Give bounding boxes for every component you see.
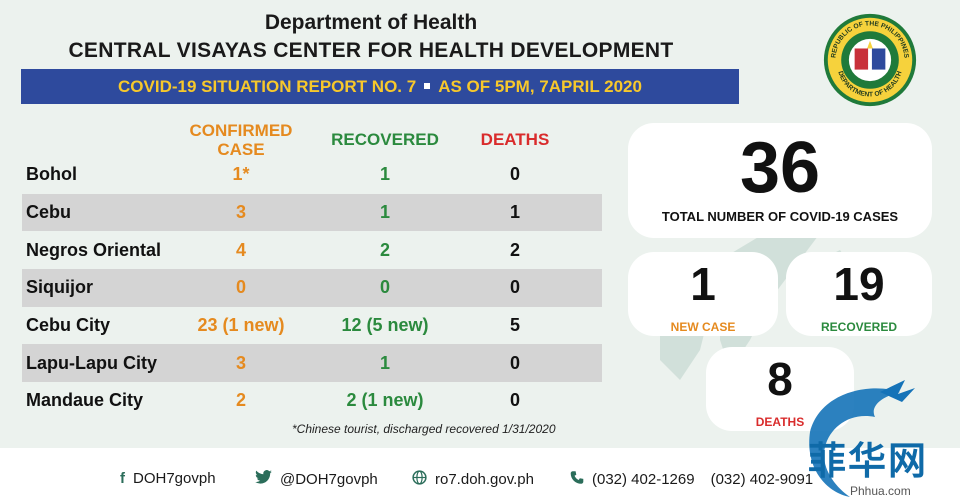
total-cases-value: 36 bbox=[739, 128, 821, 208]
page-subtitle: CENTRAL VISAYAS CENTER FOR HEALTH DEVELO… bbox=[68, 39, 674, 62]
row-deaths: 2 bbox=[509, 239, 520, 260]
row-recovered: 12 (5 new) bbox=[341, 315, 429, 336]
report-banner: COVID-19 SITUATION REPORT NO. 7 AS OF 5PM… bbox=[21, 69, 739, 104]
new-case-value: 1 bbox=[690, 258, 716, 310]
row-name: Bohol bbox=[26, 164, 77, 185]
row-recovered: 1 bbox=[379, 352, 390, 373]
row-deaths: 5 bbox=[509, 315, 520, 336]
row-confirmed: 2 bbox=[235, 390, 246, 411]
table-row: Mandaue City 2 2 (1 new) 0 bbox=[22, 382, 602, 420]
phone-icon bbox=[570, 470, 584, 489]
report-label: COVID-19 SITUATION REPORT NO. 7 bbox=[118, 77, 417, 96]
facebook-link[interactable]: f DOH7govph bbox=[120, 470, 216, 487]
row-recovered: 1 bbox=[379, 202, 390, 223]
row-deaths: 0 bbox=[509, 390, 520, 411]
row-confirmed: 1* bbox=[232, 164, 250, 185]
header-deaths: DEATHS bbox=[480, 130, 550, 149]
facebook-handle: DOH7govph bbox=[133, 470, 216, 487]
footer-bar bbox=[0, 448, 960, 504]
row-deaths: 0 bbox=[509, 277, 520, 298]
row-confirmed: 4 bbox=[235, 239, 246, 260]
deaths-label: DEATHS bbox=[755, 415, 805, 429]
website-link[interactable]: ro7.doh.gov.ph bbox=[412, 470, 534, 489]
table-row: Bohol 1* 1 0 bbox=[22, 156, 602, 194]
row-recovered: 2 bbox=[379, 239, 390, 260]
deaths-value: 8 bbox=[767, 353, 793, 405]
twitter-handle: @DOH7govph bbox=[280, 470, 378, 488]
twitter-icon bbox=[255, 470, 272, 488]
twitter-link[interactable]: @DOH7govph bbox=[255, 470, 378, 488]
banner-separator bbox=[424, 83, 431, 90]
row-recovered: 1 bbox=[379, 164, 390, 185]
header-recovered: RECOVERED bbox=[331, 130, 439, 149]
phone-number-2: (032) 402-9091 bbox=[710, 471, 814, 488]
row-name: Mandaue City bbox=[26, 390, 144, 411]
recovered-label: RECOVERED bbox=[820, 320, 897, 334]
new-case-label: NEW CASE bbox=[670, 320, 736, 334]
row-recovered: 2 (1 new) bbox=[346, 390, 424, 411]
recovered-card: 19 RECOVERED bbox=[786, 252, 932, 336]
page-title: Department of Health bbox=[264, 11, 478, 34]
row-deaths: 1 bbox=[509, 202, 520, 223]
row-name: Negros Oriental bbox=[26, 239, 162, 260]
row-name: Lapu-Lapu City bbox=[26, 352, 157, 373]
row-confirmed: 3 bbox=[235, 352, 246, 373]
watermark-url: Phhua.com bbox=[850, 484, 911, 498]
website-url: ro7.doh.gov.ph bbox=[435, 471, 534, 488]
doh-seal-icon: REPUBLIC OF THE PHILIPPINES DEPARTMENT O… bbox=[823, 13, 917, 107]
table-row: Siquijor 0 0 0 bbox=[22, 269, 602, 307]
facebook-icon: f bbox=[120, 470, 125, 487]
row-name: Siquijor bbox=[26, 277, 93, 298]
row-confirmed: 3 bbox=[235, 202, 246, 223]
report-date: AS OF 5PM, 7APRIL 2020 bbox=[438, 77, 642, 96]
row-recovered: 0 bbox=[379, 277, 390, 298]
phone-contact[interactable]: (032) 402-1269 (032) 402-9091 bbox=[570, 470, 813, 489]
header-confirmed: CONFIRMED CASE bbox=[189, 121, 293, 159]
table-row: Cebu 3 1 1 bbox=[22, 193, 602, 232]
row-deaths: 0 bbox=[509, 352, 520, 373]
globe-icon bbox=[412, 470, 427, 489]
dragon-logo-icon bbox=[809, 380, 915, 497]
row-deaths: 0 bbox=[509, 164, 520, 185]
phone-number-1: (032) 402-1269 bbox=[592, 471, 695, 488]
table-row: Lapu-Lapu City 3 1 0 bbox=[22, 344, 602, 383]
table-row: Negros Oriental 4 2 2 bbox=[22, 231, 602, 269]
row-confirmed: 23 (1 new) bbox=[197, 315, 285, 336]
table-row: Cebu City 23 (1 new) 12 (5 new) 5 bbox=[22, 307, 602, 345]
recovered-value: 19 bbox=[833, 258, 885, 310]
total-cases-card: 36 TOTAL NUMBER OF COVID-19 CASES bbox=[628, 123, 932, 238]
cases-table: Bohol 1* 1 0 Cebu 3 1 1 Negros Oriental … bbox=[22, 156, 602, 420]
row-name: Cebu City bbox=[26, 315, 111, 336]
footnote: *Chinese tourist, discharged recovered 1… bbox=[292, 422, 556, 436]
row-confirmed: 0 bbox=[235, 277, 246, 298]
row-name: Cebu bbox=[26, 202, 71, 223]
new-case-card: 1 NEW CASE bbox=[628, 252, 778, 336]
total-cases-label: TOTAL NUMBER OF COVID-19 CASES bbox=[661, 209, 899, 224]
watermark-text: 菲华网 bbox=[808, 438, 929, 483]
